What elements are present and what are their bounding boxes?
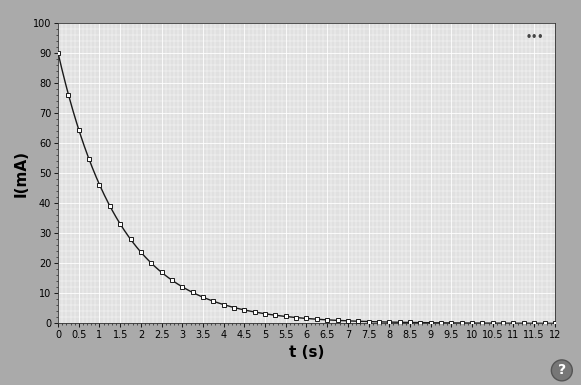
Text: ?: ? [558, 363, 566, 377]
X-axis label: t (s): t (s) [289, 345, 324, 360]
Y-axis label: I(mA): I(mA) [13, 150, 28, 197]
Text: •••: ••• [526, 32, 544, 42]
